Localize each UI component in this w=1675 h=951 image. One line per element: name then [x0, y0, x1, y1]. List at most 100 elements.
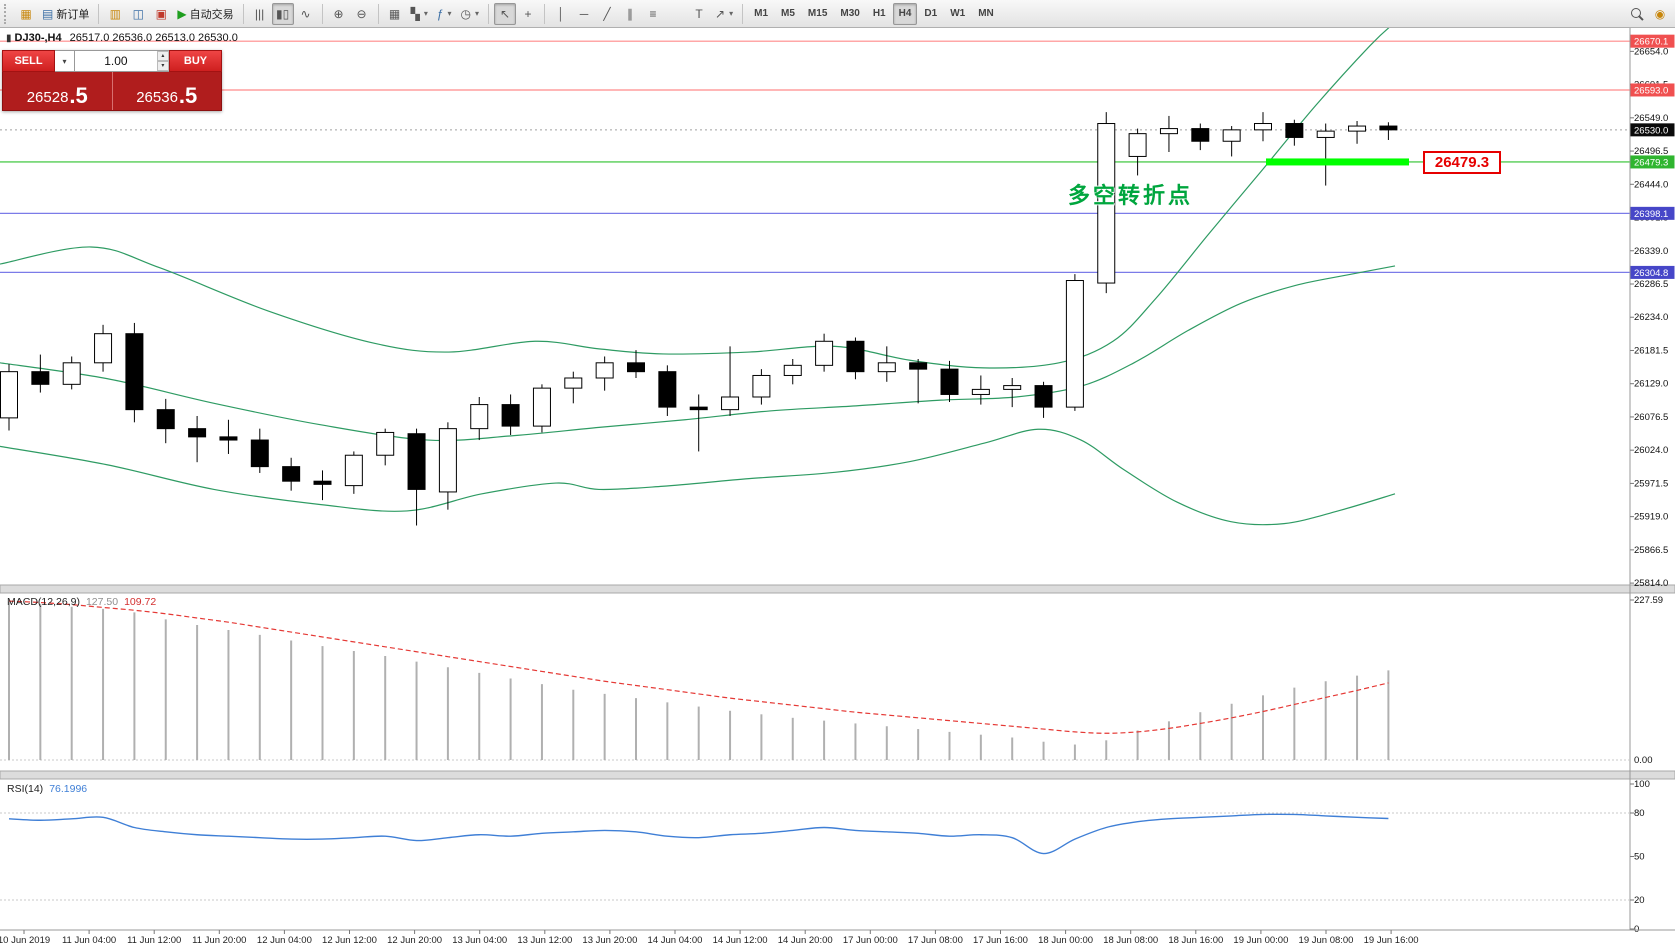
text-tool-button[interactable] — [665, 3, 687, 25]
horizontal-lines-layer[interactable] — [0, 40, 1630, 274]
algo-trading-button[interactable]: ▶ 自动交易 — [173, 3, 237, 25]
trade-panel-prices: 26528.5 26536.5 — [2, 72, 222, 111]
candle-body — [31, 371, 50, 385]
timeframe-m15-button[interactable]: M15 — [802, 3, 833, 25]
line-chart-icon: ∿ — [300, 6, 311, 21]
zoom-out-button[interactable]: ⊖ — [351, 3, 373, 25]
bar-chart-button[interactable]: ||| — [249, 3, 271, 25]
buy-price-main: 26536 — [136, 89, 178, 106]
crosshair-button[interactable]: + — [517, 3, 539, 25]
zoom-in-icon: ⊕ — [333, 6, 344, 21]
sell-button[interactable]: SELL — [2, 50, 55, 72]
terminal-button[interactable]: ▣ — [150, 3, 172, 25]
order-type-dropdown-button[interactable]: ▾ — [55, 50, 75, 72]
time-axis-label: 17 Jun 08:00 — [908, 935, 963, 946]
buy-button[interactable]: BUY — [169, 50, 222, 72]
arrow-tool-button[interactable]: ↗ ▾ — [711, 3, 737, 25]
new-chart-button[interactable]: ▦ — [15, 3, 37, 25]
time-axis-label: 13 Jun 04:00 — [452, 935, 507, 946]
navigator-button[interactable]: ◫ — [127, 3, 149, 25]
rsi-indicator-label: RSI(14) 76.1996 — [7, 783, 87, 795]
period-clock-button[interactable]: ◷ ▾ — [457, 3, 484, 25]
volume-increase-button[interactable]: ▴ — [156, 51, 169, 61]
candle-body — [1316, 130, 1335, 138]
timeframe-h4-button[interactable]: H4 — [892, 2, 918, 25]
new-order-icon: ▤ — [42, 6, 54, 21]
fibonacci-icon: ≡ — [649, 6, 657, 21]
price-level-badge — [1630, 83, 1675, 97]
chart-ohlc-header: ▮ DJ30-,H4 26517.0 26536.0 26513.0 26530.0 — [6, 32, 238, 44]
price-flag-label[interactable]: 26479.3 — [1423, 151, 1501, 174]
toolbar-separator — [321, 3, 323, 24]
cursor-button[interactable]: ↖ — [494, 2, 517, 25]
candle-body — [783, 364, 802, 376]
rsi-value: 76.1996 — [49, 783, 88, 795]
toolbar: ▦ ▤ 新订单 ▥ ◫ ▣ ▶ 自动交易 ||| ▮▯ ∿ ⊕ ⊖ ▦ ▚ ▾ ƒ ▾ … — [0, 0, 1675, 28]
horizontal-line-button[interactable]: ─ — [573, 3, 595, 25]
market-watch-button[interactable]: ▥ — [104, 3, 126, 25]
timeframe-m5-button[interactable]: M5 — [775, 3, 801, 25]
algo-trading-play-icon: ▶ — [177, 6, 187, 21]
candlestick-chart-icon: ▮▯ — [275, 6, 290, 21]
fibonacci-button[interactable]: ≡ — [642, 3, 664, 25]
label-tool-button[interactable]: T — [688, 3, 710, 25]
time-axis-label: 18 Jun 00:00 — [1038, 935, 1093, 946]
candlestick-mini-icon: ▮ — [6, 33, 12, 44]
chevron-down-icon: ▾ — [423, 9, 428, 18]
timeframe-d1-button[interactable]: D1 — [918, 3, 943, 25]
price-tick-label: 26129.0 — [1634, 379, 1668, 390]
time-axis-label: 19 Jun 08:00 — [1299, 935, 1354, 946]
bar-chart-icon: ||| — [254, 6, 265, 21]
time-axis-label: 13 Jun 20:00 — [582, 935, 637, 946]
new-chart-icon: ▦ — [20, 6, 32, 21]
indicators-button[interactable]: ƒ ▾ — [433, 3, 456, 25]
terminal-icon: ▣ — [155, 6, 168, 21]
candle-body — [846, 340, 865, 373]
toolbar-separator — [544, 3, 546, 24]
rsi-panel: 1008050200 — [0, 779, 1650, 935]
vertical-line-button[interactable]: │ — [550, 3, 572, 25]
new-order-button[interactable]: ▤ 新订单 — [38, 3, 93, 25]
time-axis-label: 18 Jun 16:00 — [1168, 935, 1223, 946]
volume-input[interactable] — [75, 51, 157, 71]
chart-macd-splitter[interactable] — [0, 584, 1675, 594]
algo-trading-label: 自动交易 — [189, 8, 234, 21]
candle-body — [1285, 123, 1304, 138]
grid-icon: ▦ — [388, 6, 401, 21]
timeframe-w1-button[interactable]: W1 — [944, 3, 971, 25]
timeframe-m1-button[interactable]: M1 — [748, 3, 774, 25]
time-axis-label: 12 Jun 20:00 — [387, 935, 442, 946]
candlestick-chart-button[interactable]: ▮▯ — [271, 2, 294, 25]
price-level-badge-text: 26479.3 — [1634, 157, 1668, 168]
candle-body — [501, 404, 520, 427]
channel-button[interactable]: ∥ — [619, 3, 641, 25]
macd-name: MACD(12,26,9) — [7, 596, 80, 608]
community-button[interactable]: ◉ — [1649, 3, 1671, 25]
grid-button[interactable]: ▦ — [384, 3, 406, 25]
vertical-line-icon: │ — [557, 6, 565, 21]
macd-scale-zero: 0.00 — [1634, 755, 1653, 766]
price-axis-labels: 26654.026601.526549.026496.526444.026391… — [1630, 34, 1675, 589]
sell-price[interactable]: 26528.5 — [3, 72, 113, 110]
price-level-badge — [1630, 34, 1675, 48]
candle-body — [438, 428, 457, 493]
line-chart-button[interactable]: ∿ — [295, 3, 317, 25]
toolbar-grip-handle[interactable] — [4, 3, 10, 24]
highlight-segment[interactable] — [1266, 158, 1409, 166]
timeframe-h1-button[interactable]: H1 — [867, 3, 892, 25]
timeframe-m30-button[interactable]: M30 — [834, 3, 865, 25]
macd-rsi-splitter[interactable] — [0, 770, 1675, 780]
trendline-button[interactable]: ╱ — [596, 3, 618, 25]
price-tick-label: 26444.0 — [1634, 179, 1668, 190]
price-level-badge-text: 26593.0 — [1634, 85, 1668, 96]
zoom-in-button[interactable]: ⊕ — [328, 3, 350, 25]
candle-body — [62, 362, 81, 385]
time-axis-label: 11 Jun 20:00 — [192, 935, 246, 946]
timeframe-mn-button[interactable]: MN — [972, 3, 1000, 25]
volume-decrease-button[interactable]: ▾ — [156, 61, 169, 71]
buy-price[interactable]: 26536.5 — [113, 72, 222, 110]
search-button[interactable] — [1626, 3, 1648, 25]
tile-windows-button[interactable]: ▚ ▾ — [407, 3, 432, 25]
toolbar-separator — [742, 3, 744, 24]
